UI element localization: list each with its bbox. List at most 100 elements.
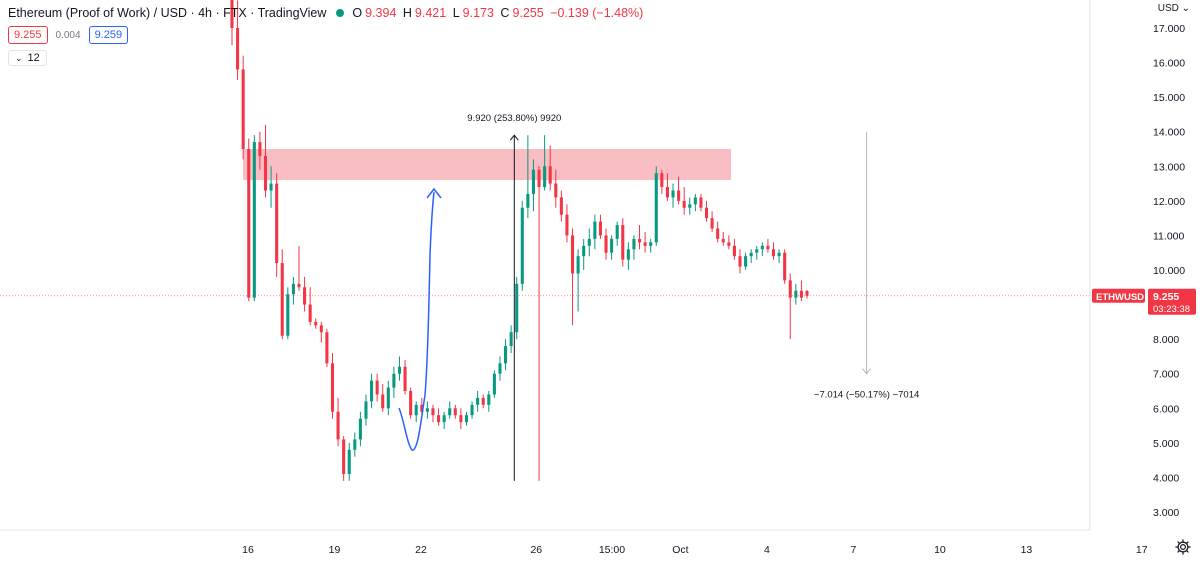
candle-body: [682, 200, 686, 208]
x-tick-label: 26: [530, 544, 542, 556]
candle-body: [783, 252, 787, 281]
candle-body: [330, 363, 335, 412]
candle-body: [504, 346, 508, 364]
candle-body: [291, 283, 295, 295]
candle-body: [660, 173, 664, 188]
close-value: 9.255: [512, 6, 544, 20]
candle: [699, 193, 703, 212]
candle-body: [286, 294, 290, 336]
x-tick-label: 16: [242, 544, 254, 556]
candle-body: [626, 249, 630, 260]
volume-value: 12: [27, 52, 40, 64]
y-tick-label: 10.000: [1153, 265, 1185, 277]
low-label: L: [452, 6, 460, 20]
candle-body: [716, 228, 720, 239]
candle: [654, 166, 658, 246]
market-status-icon: [336, 9, 345, 17]
candle-body: [252, 142, 256, 298]
candle: [431, 404, 435, 423]
candle-body: [749, 252, 753, 257]
resistance-zone-layer: [243, 149, 731, 181]
candle: [236, 0, 240, 80]
candle: [414, 401, 418, 423]
candle-body: [738, 256, 742, 267]
high-value: 9.421: [414, 6, 447, 20]
symbol-tag-text: ETHWUSD: [1096, 292, 1144, 303]
candle-body: [459, 415, 463, 423]
x-tick-label: 17: [1136, 544, 1148, 556]
candle: [621, 218, 625, 267]
candle: [325, 328, 329, 367]
candle: [375, 373, 379, 402]
currency-selector[interactable]: USD ⌄: [1157, 3, 1190, 14]
candle-body: [236, 28, 240, 70]
candle: [263, 124, 268, 198]
candle: [665, 173, 669, 201]
candle: [370, 373, 374, 409]
candle-body: [643, 242, 647, 246]
candle-body: [615, 225, 619, 239]
candle: [526, 135, 530, 219]
candle: [744, 252, 748, 270]
y-tick-label: 17.000: [1153, 23, 1185, 35]
candle-body: [269, 183, 273, 191]
candle: [805, 290, 809, 299]
candle: [247, 138, 251, 302]
volume-toggle-button[interactable]: ⌄ 12: [8, 50, 47, 66]
candle: [319, 321, 323, 343]
candle: [330, 352, 335, 419]
candle: [610, 235, 614, 260]
candle-body: [665, 187, 669, 198]
x-tick-label: 10: [934, 544, 946, 556]
quote-boxes: 9.255 0.004 9.259: [8, 26, 129, 44]
candle-body: [543, 166, 547, 188]
buy-price-button[interactable]: 9.259: [88, 26, 129, 44]
candle-body: [397, 366, 402, 374]
candle: [336, 397, 340, 447]
candle-body: [704, 207, 709, 219]
candle: [727, 235, 731, 250]
x-tick-label: 13: [1021, 544, 1033, 556]
candle: [582, 238, 586, 270]
candle-body: [587, 238, 591, 246]
candle-body: [381, 394, 385, 409]
candle: [537, 166, 541, 481]
candle: [637, 225, 642, 250]
change-value: −0.139 (−1.48%): [550, 6, 644, 20]
candle: [470, 401, 474, 419]
candle-body: [336, 411, 340, 440]
candle: [760, 242, 764, 257]
candle: [386, 380, 390, 416]
candle-body: [699, 197, 703, 208]
sell-price-button[interactable]: 9.255: [8, 26, 48, 44]
candle: [587, 228, 591, 257]
x-tick-label: 22: [415, 544, 427, 556]
candle-body: [570, 235, 575, 274]
candle-body: [654, 173, 658, 243]
candle: [303, 276, 307, 312]
candle: [353, 432, 357, 457]
gear-icon[interactable]: [1174, 538, 1192, 556]
y-tick-label: 8.000: [1153, 334, 1179, 346]
candle-body: [375, 380, 379, 395]
candle-body: [481, 397, 485, 405]
measure-up-label: 9.920 (253.80%) 9920: [467, 113, 561, 124]
candle: [258, 131, 262, 170]
y-tick-label: 14.000: [1153, 127, 1185, 139]
candle-body: [710, 218, 714, 229]
y-tick-label: 15.000: [1153, 92, 1185, 104]
candle-body: [303, 287, 307, 305]
candle-body: [805, 290, 809, 296]
candle-body: [520, 207, 524, 284]
symbol-title[interactable]: Ethereum (Proof of Work) / USD · 4h · FT…: [8, 6, 327, 20]
candle-body: [241, 69, 245, 149]
candle: [509, 325, 513, 353]
candle-body: [732, 245, 736, 257]
candle: [492, 370, 496, 398]
candle-body: [688, 204, 692, 208]
close-label: C: [500, 6, 510, 20]
